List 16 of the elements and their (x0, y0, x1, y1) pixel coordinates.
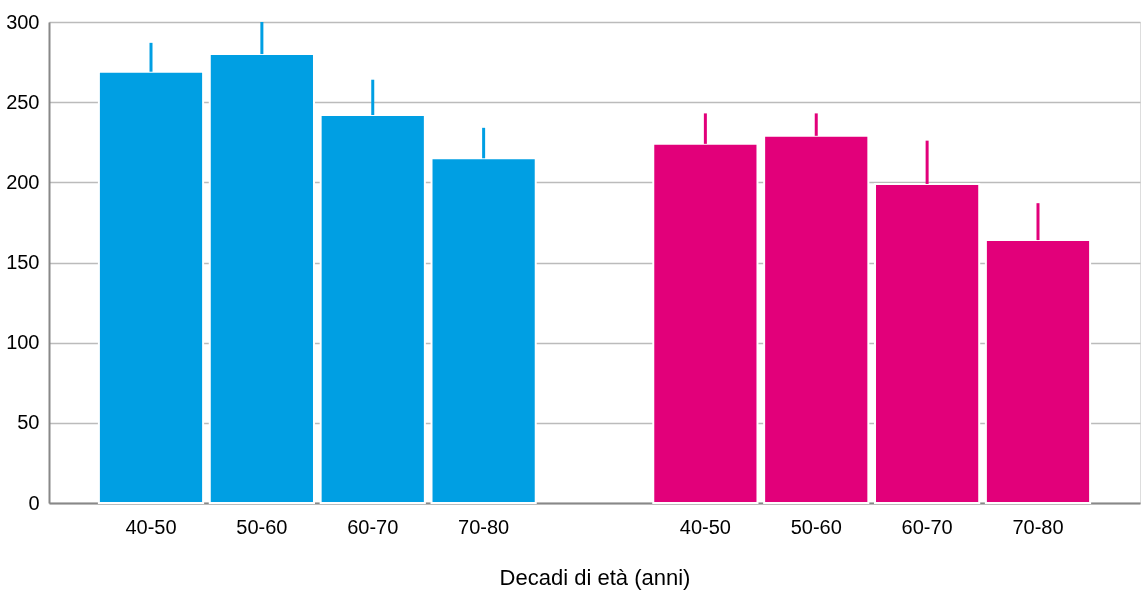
x-tick-label: 60-70 (901, 515, 953, 538)
y-tick-label: 100 (6, 331, 40, 354)
x-axis-title: Decadi di età (anni) (499, 564, 691, 590)
y-tick-label: 0 (28, 491, 40, 514)
x-tick-label: 50-60 (790, 515, 842, 538)
y-tick-label: 250 (6, 90, 40, 113)
x-tick-label: 70-80 (1012, 515, 1064, 538)
x-tick-label: 60-70 (347, 515, 399, 538)
y-tick-label: 50 (17, 411, 40, 434)
x-tick-label: 40-50 (125, 515, 177, 538)
y-tick-label: 150 (6, 251, 40, 273)
x-tick-label: 50-60 (236, 515, 288, 538)
y-tick-label: 200 (6, 170, 40, 193)
x-tick-label: 40-50 (679, 515, 731, 538)
x-tick-label: 70-80 (458, 515, 510, 538)
y-tick-label: 300 (6, 10, 40, 33)
